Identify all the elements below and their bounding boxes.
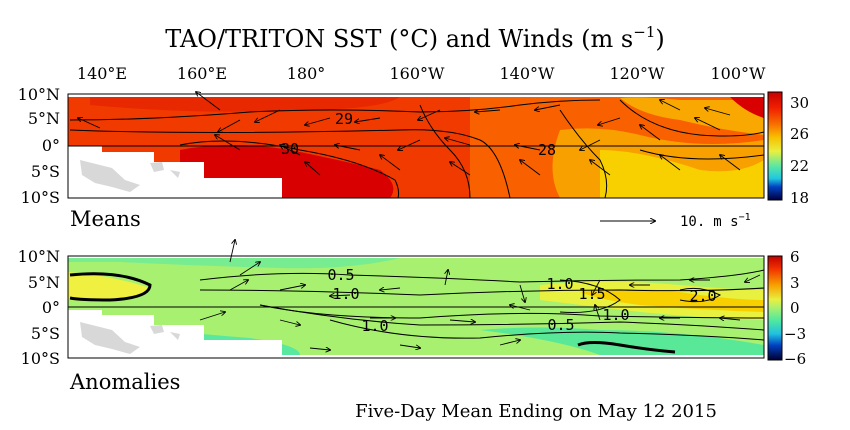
lat-label: 5°N [28, 109, 60, 128]
contour-label: 30 [281, 140, 299, 158]
lat-label: 10°N [18, 247, 60, 266]
lat-label: 5°N [28, 273, 60, 292]
contour-label: 1.0 [602, 306, 629, 324]
contour-label: 1.0 [361, 317, 388, 335]
new-guinea-icon [80, 160, 180, 192]
contour-label: 29 [335, 110, 353, 128]
lon-label: 160°E [177, 64, 227, 83]
means-panel: 29 30 28 [67, 92, 765, 199]
new-guinea-icon [80, 322, 180, 354]
means-colorbar: 30 26 22 18 [767, 91, 809, 207]
lon-label: 180° [287, 64, 326, 83]
anomalies-panel: 0.5 1.0 1.0 1.0 1.5 1.0 2.0 0.5 [67, 240, 765, 359]
lat-label: 5°S [31, 162, 60, 181]
footer-caption: Five-Day Mean Ending on May 12 2015 [355, 401, 717, 422]
contour-label: 28 [538, 141, 556, 159]
anomaly-contours [199, 269, 765, 341]
sst-contours [69, 99, 765, 199]
wind-vectors [78, 92, 741, 176]
contour-label: 1.0 [546, 275, 573, 293]
colorbar-tick: 30 [790, 94, 809, 112]
lat-label: 5°S [31, 324, 60, 343]
colorbar-tick: 6 [790, 248, 800, 266]
colorbar-tick: 3 [790, 274, 800, 292]
anomalies-colorbar: 6 3 0 −3 −6 [767, 248, 806, 368]
colorbar-tick: 18 [790, 189, 809, 207]
lat-label: 0° [42, 136, 60, 155]
lon-label: 120°W [610, 64, 666, 83]
lon-label: 160°W [390, 64, 446, 83]
means-lat-axis: 10°N 5°N 0° 5°S 10°S [18, 85, 60, 207]
contour-label: 1.0 [332, 285, 359, 303]
lat-label: 10°N [18, 85, 60, 104]
contour-label: 2.0 [689, 287, 716, 305]
colorbar-tick: −6 [784, 350, 806, 368]
anomalies-lat-axis: 10°N 5°N 0° 5°S 10°S [18, 247, 60, 368]
contour-label: 0.5 [327, 266, 354, 284]
colorbar-tick: −3 [784, 325, 806, 343]
lat-label: 0° [42, 298, 60, 317]
contour-label: 0.5 [547, 316, 574, 334]
figure-title: TAO/TRITON SST (°C) and Winds (m s−1) [165, 23, 665, 53]
longitude-axis: 140°E 160°E 180° 160°W 140°W 120°W 100°W [77, 64, 766, 83]
anomalies-label: Anomalies [69, 370, 180, 394]
colorbar-tick: 26 [790, 125, 809, 143]
ref-vector-label: 10. m s−1 [680, 212, 751, 230]
lat-label: 10°S [21, 349, 60, 368]
lon-label: 140°E [77, 64, 127, 83]
contour-label: 1.5 [578, 285, 605, 303]
means-label: Means [70, 207, 141, 231]
wind-anomaly-vectors [199, 240, 761, 350]
lon-label: 100°W [711, 64, 767, 83]
lat-label: 10°S [21, 188, 60, 207]
lon-label: 140°W [500, 64, 556, 83]
colorbar-tick: 22 [790, 157, 809, 175]
colorbar-tick: 0 [790, 299, 800, 317]
reference-vector: 10. m s−1 [600, 212, 751, 230]
